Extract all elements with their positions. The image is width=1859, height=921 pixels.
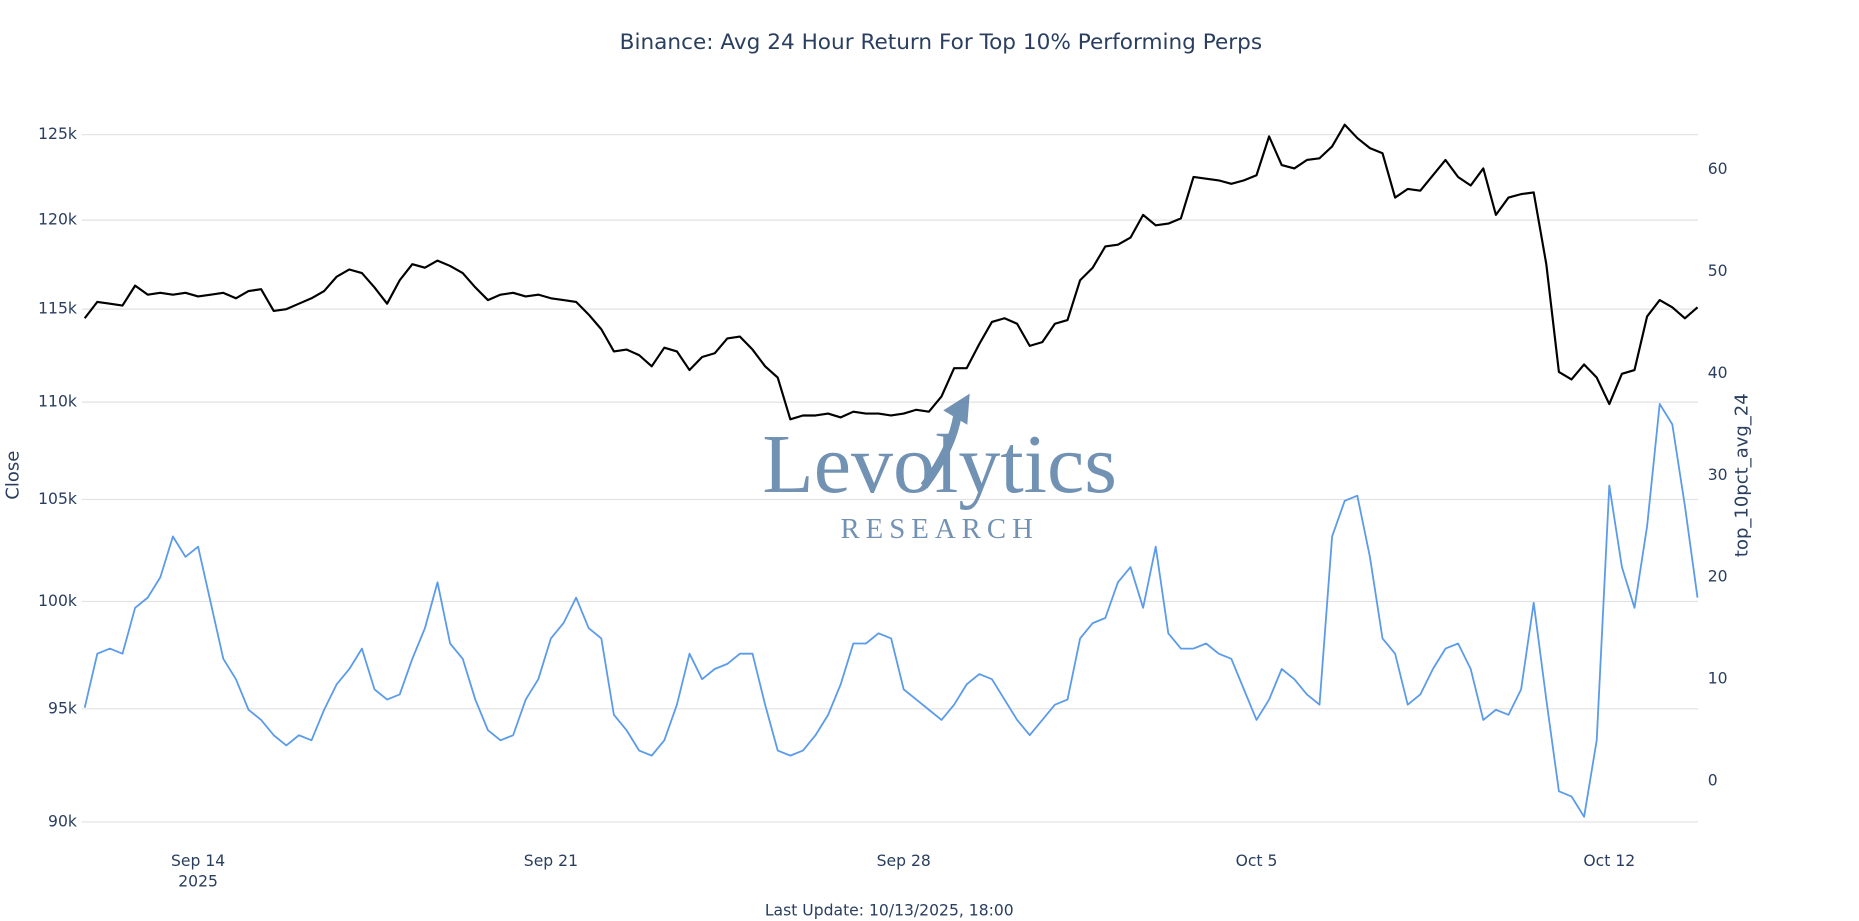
y-tick-label: 120k (38, 211, 77, 229)
y-tick-label: 105k (38, 490, 77, 508)
y-tick-label: 90k (48, 812, 77, 830)
y-tick-label: 110k (38, 393, 77, 411)
y-tick-label: 100k (38, 592, 77, 610)
x-tick-label: Sep 21 (524, 852, 578, 870)
y2-tick-label: 10 (1708, 670, 1728, 688)
y2-tick-label: 20 (1708, 568, 1728, 586)
y2-tick-label: 40 (1708, 364, 1728, 382)
x-year-label: 2025 (178, 873, 218, 891)
x-tick-label: Sep 28 (877, 852, 931, 870)
watermark: Levolytics RESEARCH (762, 393, 1117, 545)
footer: Last Update: 10/13/2025, 18:00 (765, 901, 1014, 919)
watermark-tagline: RESEARCH (840, 513, 1038, 545)
y-axis-title: Close (2, 451, 23, 500)
y2-axis-title: top_10pct_avg_24 (1732, 393, 1753, 557)
y-tick-label: 125k (38, 125, 77, 143)
watermark-arrow (920, 413, 962, 489)
x-tick-label: Oct 5 (1236, 852, 1278, 870)
y2-tick-label: 50 (1708, 262, 1728, 280)
y-tick-label: 95k (48, 699, 77, 717)
y-tick-label: 115k (38, 300, 77, 318)
x-tick-label: Sep 14 (171, 852, 225, 870)
line-series (83, 403, 1699, 818)
y2-tick-label: 30 (1708, 466, 1728, 484)
watermark-arrowhead (943, 393, 970, 425)
grid (81, 134, 1699, 823)
y2-tick-label: 60 (1708, 160, 1728, 178)
chart-title: Binance: Avg 24 Hour Return For Top 10% … (620, 30, 1262, 55)
x-tick-label: Oct 12 (1583, 852, 1635, 870)
line-series (83, 123, 1699, 421)
watermark-name: Levolytics (762, 418, 1117, 511)
y2-tick-label: 0 (1708, 772, 1718, 790)
